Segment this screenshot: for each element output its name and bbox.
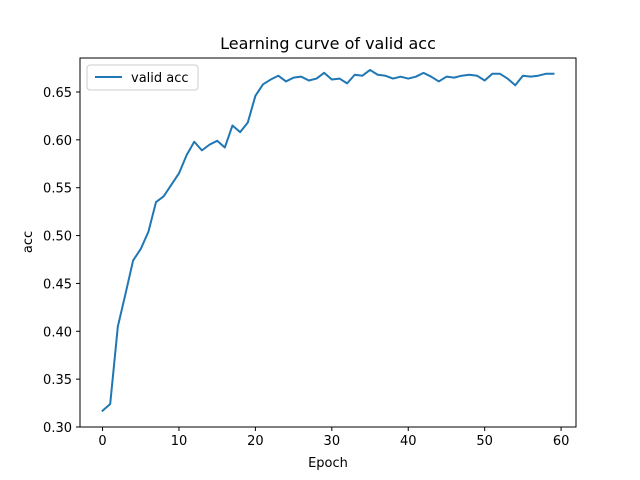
x-tick-label: 40 [400, 434, 417, 449]
legend-label-valid-acc: valid acc [131, 71, 189, 86]
y-tick-label: 0.30 [43, 421, 72, 436]
legend-box [86, 64, 199, 91]
y-tick-label: 0.55 [43, 182, 72, 197]
x-tick-label: 50 [476, 434, 493, 449]
x-tick-label: 10 [171, 434, 188, 449]
plot-area-frame [79, 57, 577, 428]
y-tick-label: 0.65 [43, 86, 72, 101]
chart-title: Learning curve of valid acc [220, 34, 436, 53]
series-line-valid-acc [101, 68, 555, 413]
y-tick-label: 0.40 [43, 325, 72, 340]
x-tick-label: 20 [247, 434, 264, 449]
y-axis-label: acc [21, 231, 36, 253]
x-axis-ticks: 0 10 20 30 40 50 60 [98, 427, 569, 449]
y-tick-label: 0.60 [43, 134, 72, 149]
series-lines [101, 68, 555, 413]
y-tick-label: 0.50 [43, 230, 72, 245]
y-tick-label: 0.35 [43, 373, 72, 388]
y-axis-ticks: 0.30 0.35 0.40 0.45 0.50 0.55 0.60 0.65 [43, 86, 80, 436]
x-tick-label: 30 [324, 434, 341, 449]
x-tick-label: 0 [98, 434, 106, 449]
y-tick-label: 0.45 [43, 277, 72, 292]
x-axis-label: Epoch [308, 456, 348, 471]
legend: valid acc [86, 64, 199, 91]
x-tick-label: 60 [553, 434, 570, 449]
